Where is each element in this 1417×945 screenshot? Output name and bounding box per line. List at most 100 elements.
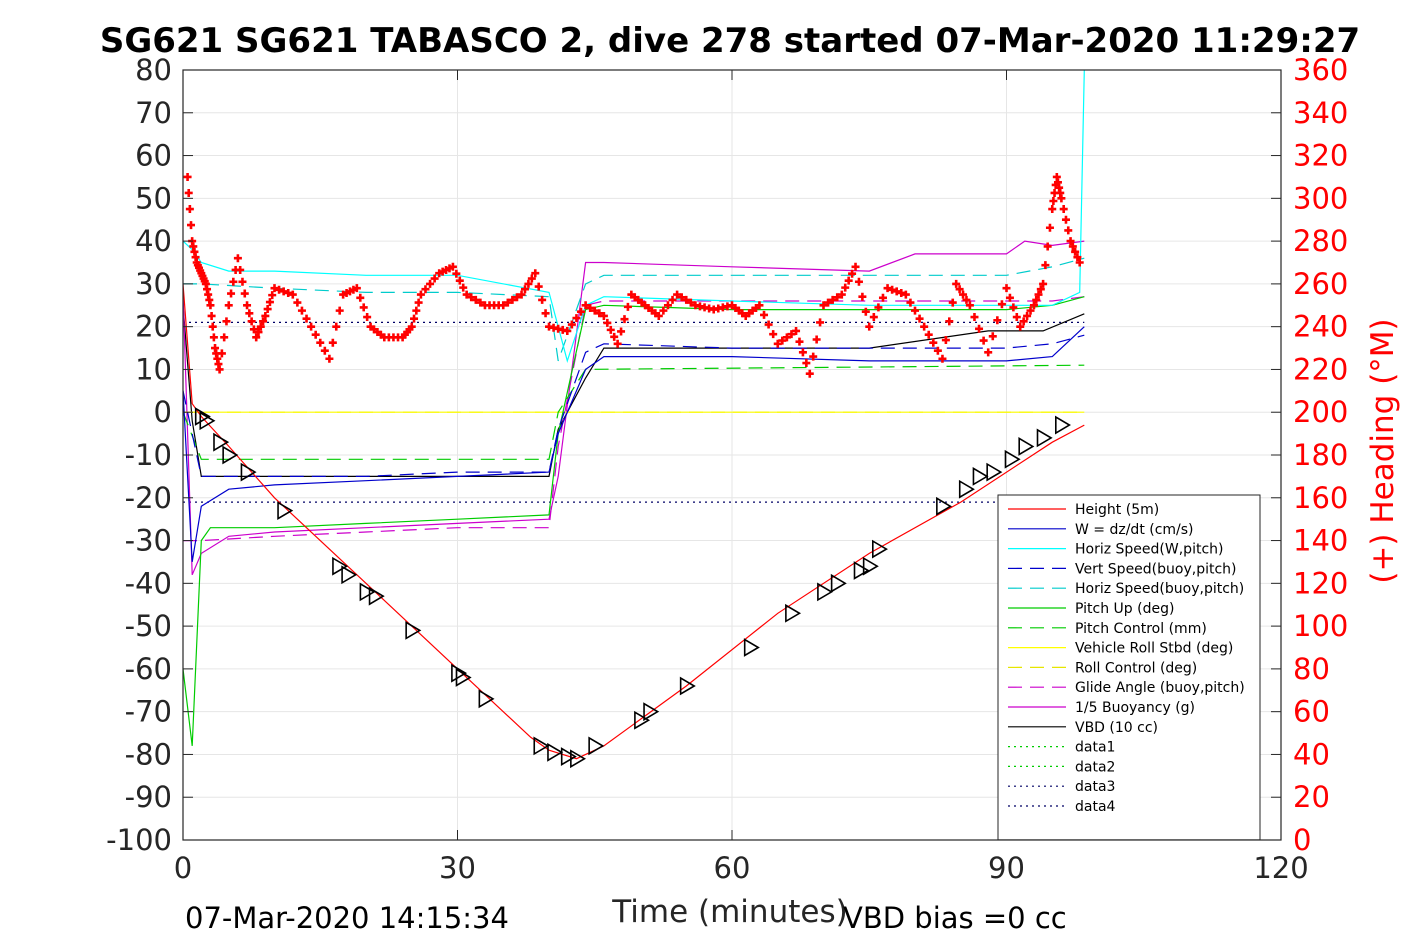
- legend-label: 1/5 Buoyancy (g): [1075, 700, 1195, 716]
- heading-point: [220, 333, 229, 342]
- heading-point: [833, 293, 842, 302]
- heading-point: [416, 290, 425, 299]
- heading-point: [279, 287, 288, 296]
- heading-point: [911, 306, 919, 315]
- heading-point: [209, 333, 218, 342]
- heading-point: [613, 339, 622, 348]
- heading-point: [1048, 205, 1057, 214]
- heading-point: [247, 317, 256, 326]
- legend-label: W = dz/dt (cm/s): [1075, 522, 1194, 538]
- heading-point: [869, 313, 878, 322]
- heading-point: [265, 298, 274, 307]
- depth-marker: [194, 407, 211, 426]
- y-tick-label: -50: [125, 609, 172, 643]
- heading-point: [320, 346, 329, 355]
- depth-marker: [785, 603, 802, 623]
- heading-point: [572, 314, 581, 323]
- x-tick-label: 60: [714, 851, 751, 885]
- heading-point: [1064, 226, 1073, 235]
- heading-point: [503, 298, 512, 307]
- heading-point: [1073, 253, 1082, 262]
- x-tick-label: 120: [1253, 851, 1308, 885]
- heading-point: [407, 322, 416, 331]
- heading-point: [455, 276, 464, 285]
- heading-point: [805, 369, 814, 378]
- heading-point: [240, 289, 249, 298]
- heading-point: [259, 317, 268, 326]
- y-tick-label: 0: [154, 395, 172, 429]
- heading-point: [959, 290, 968, 299]
- y-right-tick-label: 100: [1293, 609, 1348, 643]
- y-axis-left-ticks: 80 70 60 50 40 30 20 10 0 -10 -20 -30 -40 -50 -60 -70 -8…: [106, 53, 193, 857]
- depth-marker: [972, 466, 989, 486]
- heading-point: [1019, 317, 1028, 326]
- heading-point: [229, 277, 238, 286]
- heading-point: [238, 277, 247, 286]
- heading-point: [288, 290, 297, 299]
- heading-point: [448, 262, 457, 271]
- depth-marker: [871, 539, 888, 559]
- depth-marker: [547, 742, 564, 762]
- y-axis-right-label: (+) Heading (°M): [1365, 318, 1401, 583]
- heading-point: [795, 337, 804, 346]
- y-right-tick-label: 160: [1293, 481, 1348, 515]
- heading-point: [254, 328, 263, 337]
- heading-point: [1068, 242, 1077, 251]
- heading-point: [459, 283, 468, 292]
- y-tick-label: 80: [135, 53, 172, 87]
- depth-marker: [451, 663, 468, 683]
- heading-point: [1075, 258, 1084, 267]
- heading-point: [307, 322, 316, 331]
- heading-point: [185, 205, 194, 214]
- heading-point: [915, 314, 924, 323]
- y-right-tick-label: 80: [1293, 652, 1330, 686]
- heading-point: [948, 298, 957, 307]
- heading-point: [824, 298, 833, 307]
- heading-point: [577, 307, 586, 316]
- heading-point: [677, 293, 686, 302]
- heading-point: [527, 274, 536, 283]
- y-right-tick-label: 260: [1293, 267, 1348, 301]
- heading-point: [906, 298, 915, 307]
- depth-marker: [1036, 428, 1053, 448]
- depth-marker: [1004, 449, 1021, 469]
- legend-label: Glide Angle (buoy,pitch): [1075, 680, 1245, 696]
- heading-point: [236, 265, 245, 274]
- heading-point: [517, 290, 526, 299]
- heading-point: [1016, 322, 1025, 331]
- heading-point: [854, 277, 863, 286]
- depth-marker: [341, 565, 358, 585]
- heading-point: [217, 349, 226, 358]
- heading-point: [581, 301, 590, 310]
- y-tick-label: -70: [125, 695, 172, 729]
- x-axis-ticks: 0 30 60 90 120: [174, 70, 1309, 885]
- heading-point: [256, 322, 265, 331]
- y-right-tick-label: 120: [1293, 566, 1348, 600]
- heading-point: [620, 315, 629, 324]
- heading-point: [1061, 215, 1070, 224]
- heading-point: [1005, 293, 1014, 302]
- heading-point: [426, 279, 435, 288]
- heading-point: [828, 295, 837, 304]
- heading-point: [410, 314, 419, 323]
- y-tick-label: -60: [125, 652, 172, 686]
- heading-point: [1059, 205, 1068, 214]
- heading-point: [837, 290, 846, 299]
- heading-point: [755, 301, 764, 310]
- heading-point: [467, 293, 476, 302]
- legend-label: VBD (10 cc): [1075, 720, 1158, 736]
- y-tick-label: 40: [135, 224, 172, 258]
- x-axis-label: Time (minutes): [611, 894, 847, 930]
- heading-point: [617, 327, 626, 336]
- legend-label: Horiz Speed(W,pitch): [1075, 542, 1223, 558]
- y-right-tick-label: 280: [1293, 224, 1348, 258]
- heading-point: [792, 326, 801, 335]
- heading-point: [261, 311, 270, 320]
- heading-point: [1041, 261, 1050, 270]
- heading-point: [328, 338, 337, 347]
- heading-point: [841, 283, 850, 292]
- heading-point: [760, 310, 769, 319]
- heading-point: [293, 298, 302, 307]
- heading-point: [1026, 306, 1035, 315]
- heading-point: [414, 298, 423, 307]
